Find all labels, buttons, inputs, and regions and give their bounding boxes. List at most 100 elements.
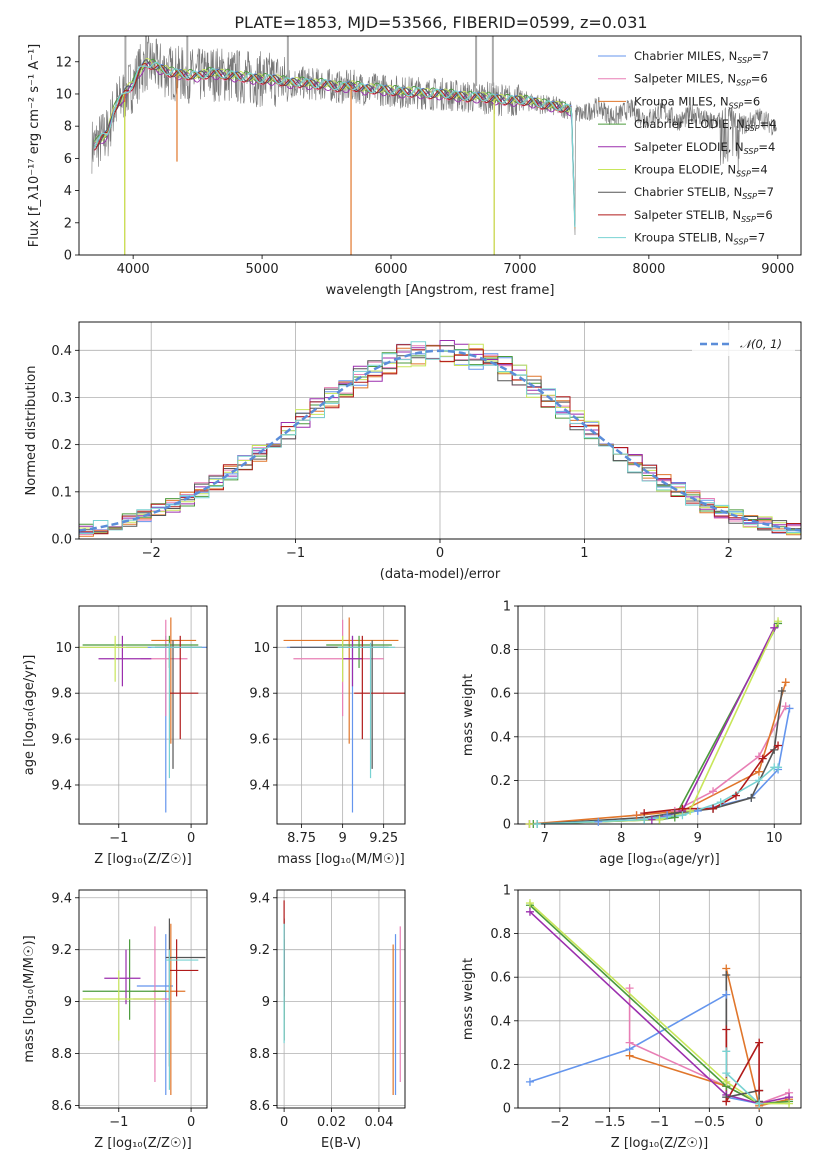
figure-title: PLATE=1853, MJD=53566, FIBERID=0599, z=0… [234,13,647,32]
weight-line [533,623,779,824]
plus-marker [774,763,783,772]
model-spectrum-line [94,59,576,221]
legend-entry: Salpeter ELODIE, NSSP=4 [634,140,775,156]
axes-weight_vs_age: 7 8 9 10 0 0.2 0.4 0.6 0.8 1 age [log₁₀(age/yr)] ma… [461,600,802,867]
axes-frame [78,605,208,825]
legend-subscript: SSP [742,192,757,201]
x-axis-label: mass [log₁₀(M/M☉)] [277,852,404,867]
legend-subscript: SSP [744,147,759,156]
errorbar-point [283,617,399,744]
y-tick-label: 0 [64,249,72,264]
legend-count: =7 [752,49,769,63]
legend-entry: Chabrier MILES, NSSP=7 [634,49,769,65]
legend-box [692,330,795,356]
x-tick-label: 7000 [503,262,536,277]
x-tick-label: −1.5 [594,1115,626,1130]
legend-subscript: SSP [736,170,751,179]
plus-marker [781,702,790,711]
gaussian-curve [79,349,801,532]
legend-entry: Kroupa STELIB, NSSP=7 [634,231,765,247]
errorbar-point [165,918,206,1067]
plus-marker [722,1097,731,1106]
legend-subscript: SSP [734,238,749,247]
legend-count: =4 [758,140,775,154]
legend-label-text: Chabrier ELODIE, N [634,117,745,131]
y-tick-label: 12 [55,55,72,70]
y-tick-label: 0.4 [490,1014,511,1029]
y-tick-label: 4 [64,184,72,199]
legend-label: 𝒩(0, 1) [740,337,782,351]
plus-marker [525,907,534,916]
errorbar-point [151,642,202,779]
y-tick-label: 10 [55,641,72,656]
y-tick-label: 8.6 [51,1099,72,1114]
x-axis-label: Z [log₁₀(Z/Z☉)] [94,1136,191,1151]
model-spectrum-line [93,61,576,228]
y-tick-label: 9.4 [51,891,72,906]
plus-marker [640,815,649,824]
plus-marker [722,1025,731,1034]
y-tick-label: 9.4 [249,778,270,793]
x-tick-label: 0.02 [317,1115,346,1130]
legend-count: =6 [756,208,773,222]
legend-subscript: SSP [745,124,760,133]
y-tick-label: 8.6 [249,1099,270,1114]
y-tick-label: 1 [503,884,511,899]
y-tick-label: 9.2 [51,943,72,958]
plus-marker [655,815,664,824]
x-tick-label: 9 [694,831,702,846]
errorbar-point [169,939,199,997]
plot-area-weight_vs_age [529,620,791,824]
x-tick-label: 8.75 [287,831,316,846]
axes-frame [78,889,208,1109]
plus-marker [686,806,695,815]
plus-marker [754,776,763,785]
y-tick-label: 1 [503,600,511,615]
legend-label-text: Kroupa STELIB, N [634,231,734,245]
y-axis-label: Flux [f_λ10⁻¹⁷ erg cm⁻² s⁻¹ A⁻¹] [27,44,42,248]
x-tick-label: 8000 [632,262,665,277]
plus-marker [670,809,679,818]
errorbar-point [165,949,199,1090]
legend-entry: Kroupa MILES, NSSP=6 [634,94,760,110]
plot-area-age_vs_mass [283,617,405,813]
observed-spectrum [91,36,777,236]
x-axis-label: Z [log₁₀(Z/Z☉)] [94,852,191,867]
weight-line [529,682,787,824]
errorbar-point [151,617,197,744]
plus-marker [722,1077,731,1086]
plus-marker [647,815,656,824]
legend-subscript: SSP [729,101,744,110]
weight-line [529,911,790,1105]
y-tick-label: 0.1 [51,485,72,500]
y-tick-label: 9.4 [249,891,270,906]
y-tick-label: 9.8 [249,687,270,702]
legend-label-text: Kroupa MILES, N [634,94,729,108]
plus-marker [525,899,534,908]
plus-marker [533,820,542,828]
x-tick-label: 9 [339,831,347,846]
y-tick-label: 0.0 [51,533,72,548]
plus-marker [722,990,731,999]
x-tick-label: 0 [755,1115,763,1130]
legend-count: =6 [743,94,760,108]
legend-label-text: Chabrier STELIB, N [634,185,742,199]
errorbar-point [82,970,163,1041]
errorbar-point [326,635,392,668]
plot-area-residuals [79,340,801,538]
legend-subscript: SSP [736,79,751,88]
y-tick-label: 9 [262,995,270,1010]
x-tick-label: 5000 [246,262,279,277]
y-tick-label: 0 [503,818,511,833]
y-tick-label: 0.3 [51,391,72,406]
plus-marker [747,793,756,802]
errorbar-point [169,635,199,740]
legend-subscript: SSP [737,56,752,65]
y-tick-label: 0.8 [490,643,511,658]
plus-marker [758,754,767,763]
axes-frame [276,605,406,825]
legend-label-text: Salpeter MILES, N [634,72,736,86]
legend-label-text: Salpeter ELODIE, N [634,140,744,154]
errorbar-point [290,640,389,769]
